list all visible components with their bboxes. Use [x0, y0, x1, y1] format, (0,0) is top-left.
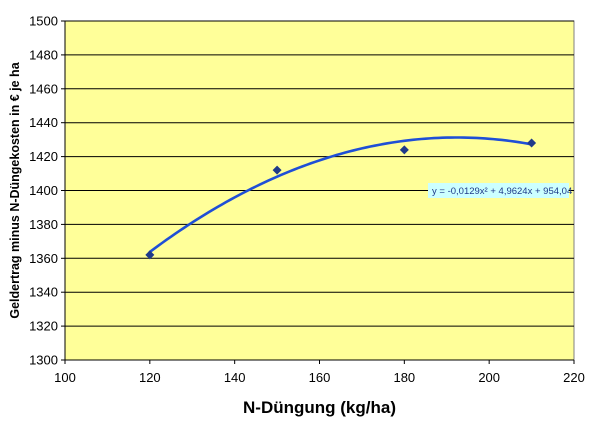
x-tick-label: 100 [54, 370, 76, 385]
x-axis-title: N-Düngung (kg/ha) [243, 398, 396, 417]
data-point [272, 165, 282, 175]
x-tick-label: 160 [309, 370, 331, 385]
axes [61, 20, 575, 364]
data-point [527, 138, 537, 148]
y-tick-label: 1380 [29, 217, 58, 232]
y-tick-label: 1440 [29, 115, 58, 130]
y-axis-title: Geldertrag minus N-Düngekosten in € je h… [8, 61, 22, 318]
data-points [145, 138, 537, 260]
trendline-equation: y = -0,0129x² + 4,9624x + 954,04 [432, 186, 572, 197]
y-tick-label: 1500 [29, 14, 58, 29]
y-tick-labels: 1300 1320 1340 1360 1380 1400 1420 1440 1460 1480… [29, 14, 58, 368]
y-tick-label: 1480 [29, 47, 58, 62]
y-tick-label: 1400 [29, 183, 58, 198]
x-tick-label: 140 [224, 370, 246, 385]
trendline [148, 136, 533, 254]
y-tick-label: 1420 [29, 149, 58, 164]
data-point [399, 145, 409, 155]
gridlines [65, 20, 574, 327]
x-tick-label: 180 [393, 370, 415, 385]
y-tick-label: 1340 [29, 285, 58, 300]
x-tick-labels: 100 120 140 160 180 200 220 [54, 370, 585, 385]
x-tick-label: 200 [478, 370, 500, 385]
y-tick-label: 1320 [29, 319, 58, 334]
y-tick-label: 1300 [29, 353, 58, 368]
y-tick-label: 1460 [29, 81, 58, 96]
x-tick-label: 120 [139, 370, 161, 385]
trendline-group [148, 136, 533, 254]
x-tick-label: 220 [563, 370, 585, 385]
equation-background [428, 183, 569, 198]
y-tick-label: 1360 [29, 251, 58, 266]
data-point [145, 250, 155, 260]
equation-box: y = -0,0129x² + 4,9624x + 954,04 [428, 183, 572, 198]
